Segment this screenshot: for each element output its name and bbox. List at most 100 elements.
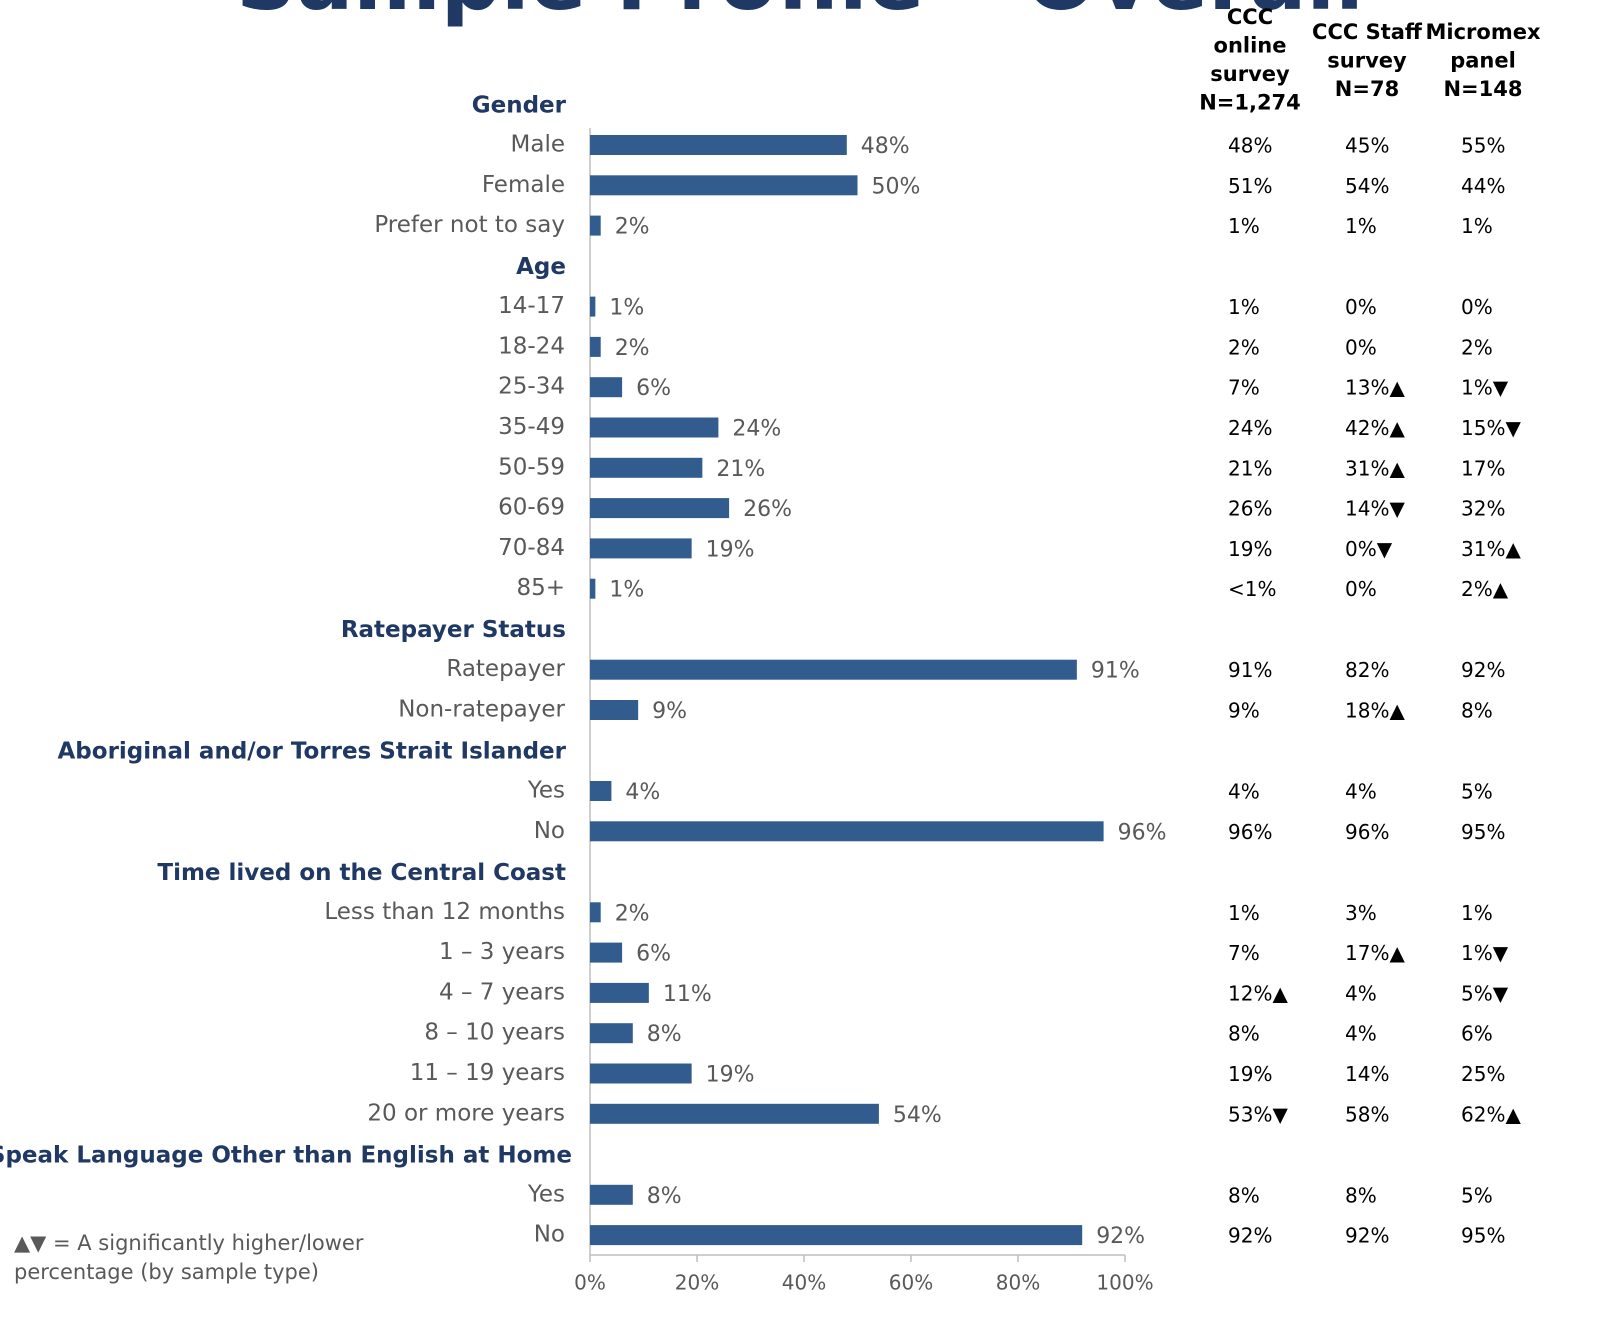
table-cell: 0% xyxy=(1461,295,1493,319)
bar xyxy=(590,1184,633,1205)
value-label: 26% xyxy=(743,497,792,522)
table-cell: 42%▲ xyxy=(1345,416,1405,440)
value-label: 1% xyxy=(609,578,644,603)
value-label: 9% xyxy=(652,699,687,724)
table-cell: 13%▲ xyxy=(1345,376,1405,400)
group-heading: Ratepayer Status xyxy=(341,617,566,643)
bar xyxy=(590,538,692,559)
category-label: No xyxy=(534,1222,565,1248)
table-cell: 51% xyxy=(1228,174,1272,198)
x-tick-label: 20% xyxy=(675,1271,719,1295)
table-cell: 12%▲ xyxy=(1228,981,1288,1005)
table-cell: 1%▼ xyxy=(1461,376,1509,400)
group-heading: Aboriginal and/or Torres Strait Islander xyxy=(58,739,567,765)
table-cell: 14% xyxy=(1345,1062,1389,1086)
category-label: Ratepayer xyxy=(446,656,565,682)
table-cell: 31%▲ xyxy=(1461,537,1521,561)
footnote: ▲▼ = A significantly higher/lower xyxy=(14,1231,364,1255)
table-cell: 8% xyxy=(1228,1183,1260,1207)
value-label: 21% xyxy=(716,457,765,482)
bar xyxy=(590,781,612,801)
value-label: 19% xyxy=(706,537,755,562)
value-label: 2% xyxy=(615,215,650,240)
bar xyxy=(590,296,596,317)
value-label: 6% xyxy=(636,376,671,401)
table-cell: 95% xyxy=(1461,1224,1505,1248)
x-tick-label: 0% xyxy=(574,1271,606,1295)
bar xyxy=(590,659,1077,680)
value-label: 8% xyxy=(647,1022,682,1047)
table-cell: 7% xyxy=(1228,376,1260,400)
category-label: Yes xyxy=(527,1181,565,1207)
column-header: CCC Staff xyxy=(1312,20,1423,44)
bar xyxy=(590,457,703,478)
bar xyxy=(590,135,847,155)
category-label: 14-17 xyxy=(498,293,565,319)
table-cell: 2%▲ xyxy=(1461,577,1509,601)
table-cell: 96% xyxy=(1345,820,1389,844)
table-cell: 17%▲ xyxy=(1345,941,1405,965)
x-tick-label: 40% xyxy=(782,1271,826,1295)
category-label: Less than 12 months xyxy=(324,899,565,925)
value-label: 96% xyxy=(1118,820,1167,845)
table-cell: 54% xyxy=(1345,174,1389,198)
category-label: 20 or more years xyxy=(367,1100,565,1126)
table-cell: 5% xyxy=(1461,1183,1493,1207)
table-cell: 15%▼ xyxy=(1461,416,1521,440)
value-label: 2% xyxy=(615,901,650,926)
bar xyxy=(590,498,730,519)
table-cell: 45% xyxy=(1345,134,1389,158)
table-cell: 1% xyxy=(1228,295,1260,319)
table-cell: 2% xyxy=(1461,335,1493,359)
group-heading: Time lived on the Central Coast xyxy=(157,860,566,886)
category-label: Male xyxy=(511,132,565,158)
bar xyxy=(590,1023,633,1044)
value-label: 1% xyxy=(609,296,644,321)
bar xyxy=(590,1063,692,1084)
bar xyxy=(590,982,649,1003)
table-cell: 91% xyxy=(1228,658,1272,682)
table-cell: 1% xyxy=(1228,214,1260,238)
table-cell: 2% xyxy=(1228,335,1260,359)
footnote: percentage (by sample type) xyxy=(14,1260,319,1284)
category-label: 50-59 xyxy=(498,454,565,480)
table-cell: 0% xyxy=(1345,577,1377,601)
value-label: 50% xyxy=(872,174,921,199)
table-cell: 48% xyxy=(1228,134,1272,158)
table-cell: 82% xyxy=(1345,658,1389,682)
column-header: panel xyxy=(1450,49,1516,73)
table-cell: 26% xyxy=(1228,497,1272,521)
table-cell: 14%▼ xyxy=(1345,497,1405,521)
category-label: 25-34 xyxy=(498,374,565,400)
bar xyxy=(590,377,623,398)
category-label: 18-24 xyxy=(498,333,565,359)
bar xyxy=(590,1103,879,1124)
table-cell: 92% xyxy=(1461,658,1505,682)
table-cell: <1% xyxy=(1228,577,1277,601)
category-label: No xyxy=(534,818,565,844)
category-label: Prefer not to say xyxy=(374,212,565,238)
column-header: N=148 xyxy=(1443,77,1522,101)
table-cell: 6% xyxy=(1461,1022,1493,1046)
x-tick-label: 60% xyxy=(889,1271,933,1295)
table-cell: 8% xyxy=(1345,1183,1377,1207)
value-label: 91% xyxy=(1091,659,1140,684)
category-label: 8 – 10 years xyxy=(424,1020,565,1046)
category-label: Non-ratepayer xyxy=(398,697,565,723)
value-label: 11% xyxy=(663,982,712,1007)
bar xyxy=(590,942,623,963)
table-cell: 8% xyxy=(1461,699,1493,723)
column-header: Micromex xyxy=(1426,20,1541,44)
table-cell: 21% xyxy=(1228,456,1272,480)
value-label: 54% xyxy=(893,1103,942,1128)
table-cell: 5% xyxy=(1461,780,1493,804)
table-cell: 58% xyxy=(1345,1102,1389,1126)
x-tick-label: 80% xyxy=(996,1271,1040,1295)
table-cell: 9% xyxy=(1228,699,1260,723)
value-label: 48% xyxy=(861,134,910,159)
bar xyxy=(590,417,719,438)
value-label: 6% xyxy=(636,942,671,967)
value-label: 19% xyxy=(706,1063,755,1088)
